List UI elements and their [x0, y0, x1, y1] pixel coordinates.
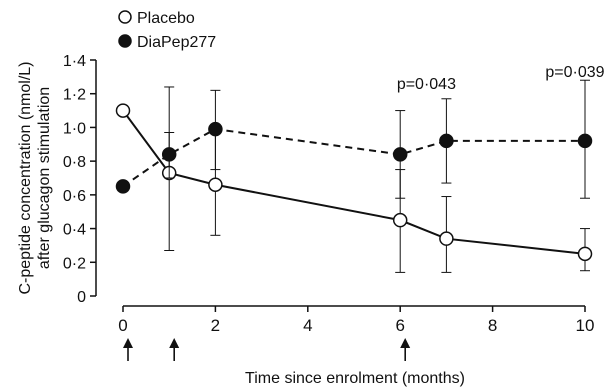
- dose-arrow-head: [169, 338, 180, 348]
- p-value-annotation: p=0·039: [545, 64, 604, 81]
- dose-arrow-head: [400, 338, 411, 348]
- series-layer: [115, 79, 593, 273]
- y-tick-label: 0: [77, 289, 86, 306]
- legend-marker: [118, 10, 132, 24]
- x-tick-label: 0: [118, 316, 127, 335]
- data-point: [115, 179, 131, 194]
- dose-arrow: [400, 338, 411, 361]
- data-point: [439, 133, 454, 149]
- annotations: p=0·043 p=0·039: [397, 64, 605, 93]
- dose-markers: [123, 338, 411, 361]
- x-tick-label: 4: [303, 316, 312, 335]
- series-placebo: [115, 86, 593, 273]
- y-tick-label: 0·4: [63, 222, 86, 239]
- x-tick-label: 6: [395, 316, 404, 335]
- data-point: [208, 121, 223, 137]
- y-tick-label: 0·2: [63, 255, 86, 272]
- legend-label: Placebo: [137, 10, 195, 27]
- series-line-placebo: [122, 109, 586, 255]
- data-point: [577, 133, 593, 149]
- dose-arrow: [123, 338, 133, 361]
- data-point: [392, 212, 408, 228]
- y-tick-label: 0·8: [63, 154, 86, 171]
- data-point: [392, 147, 408, 162]
- series-line-diapep277: [122, 128, 585, 188]
- p-value-annotation: p=0·043: [397, 76, 456, 93]
- x-tick-label: 2: [211, 316, 220, 335]
- y-axis-label-line2: after glucagon stimulation: [36, 87, 53, 269]
- y-axis-label-line1: C-peptide concentration (nmol/L): [17, 61, 34, 294]
- axes: 0 0·2 0·4 0·6 0·8 1·0 1·2 1·4 0 2 4 6 8 10 Time since …: [17, 53, 594, 387]
- data-point: [208, 177, 223, 192]
- legend: Placebo DiaPep277: [118, 10, 216, 51]
- y-tick-label: 1·2: [63, 87, 86, 104]
- x-axis-label: Time since enrolment (months): [245, 370, 465, 387]
- x-tick-label: 10: [576, 316, 595, 335]
- x-tick-label: 8: [488, 316, 497, 335]
- series-diapep277: [115, 79, 593, 199]
- data-point: [115, 103, 131, 118]
- data-point: [577, 246, 593, 262]
- y-axis-label: C-peptide concentration (nmol/L) after gl…: [17, 61, 53, 294]
- legend-label: DiaPep277: [137, 34, 216, 51]
- legend-marker: [118, 34, 132, 48]
- dose-arrow: [169, 338, 180, 361]
- data-point: [439, 231, 454, 246]
- y-tick-label: 1·4: [63, 53, 86, 70]
- y-tick-label: 1·0: [63, 120, 86, 137]
- y-tick-label: 0·6: [63, 188, 86, 205]
- dose-arrow-head: [123, 338, 133, 348]
- data-point: [161, 147, 177, 162]
